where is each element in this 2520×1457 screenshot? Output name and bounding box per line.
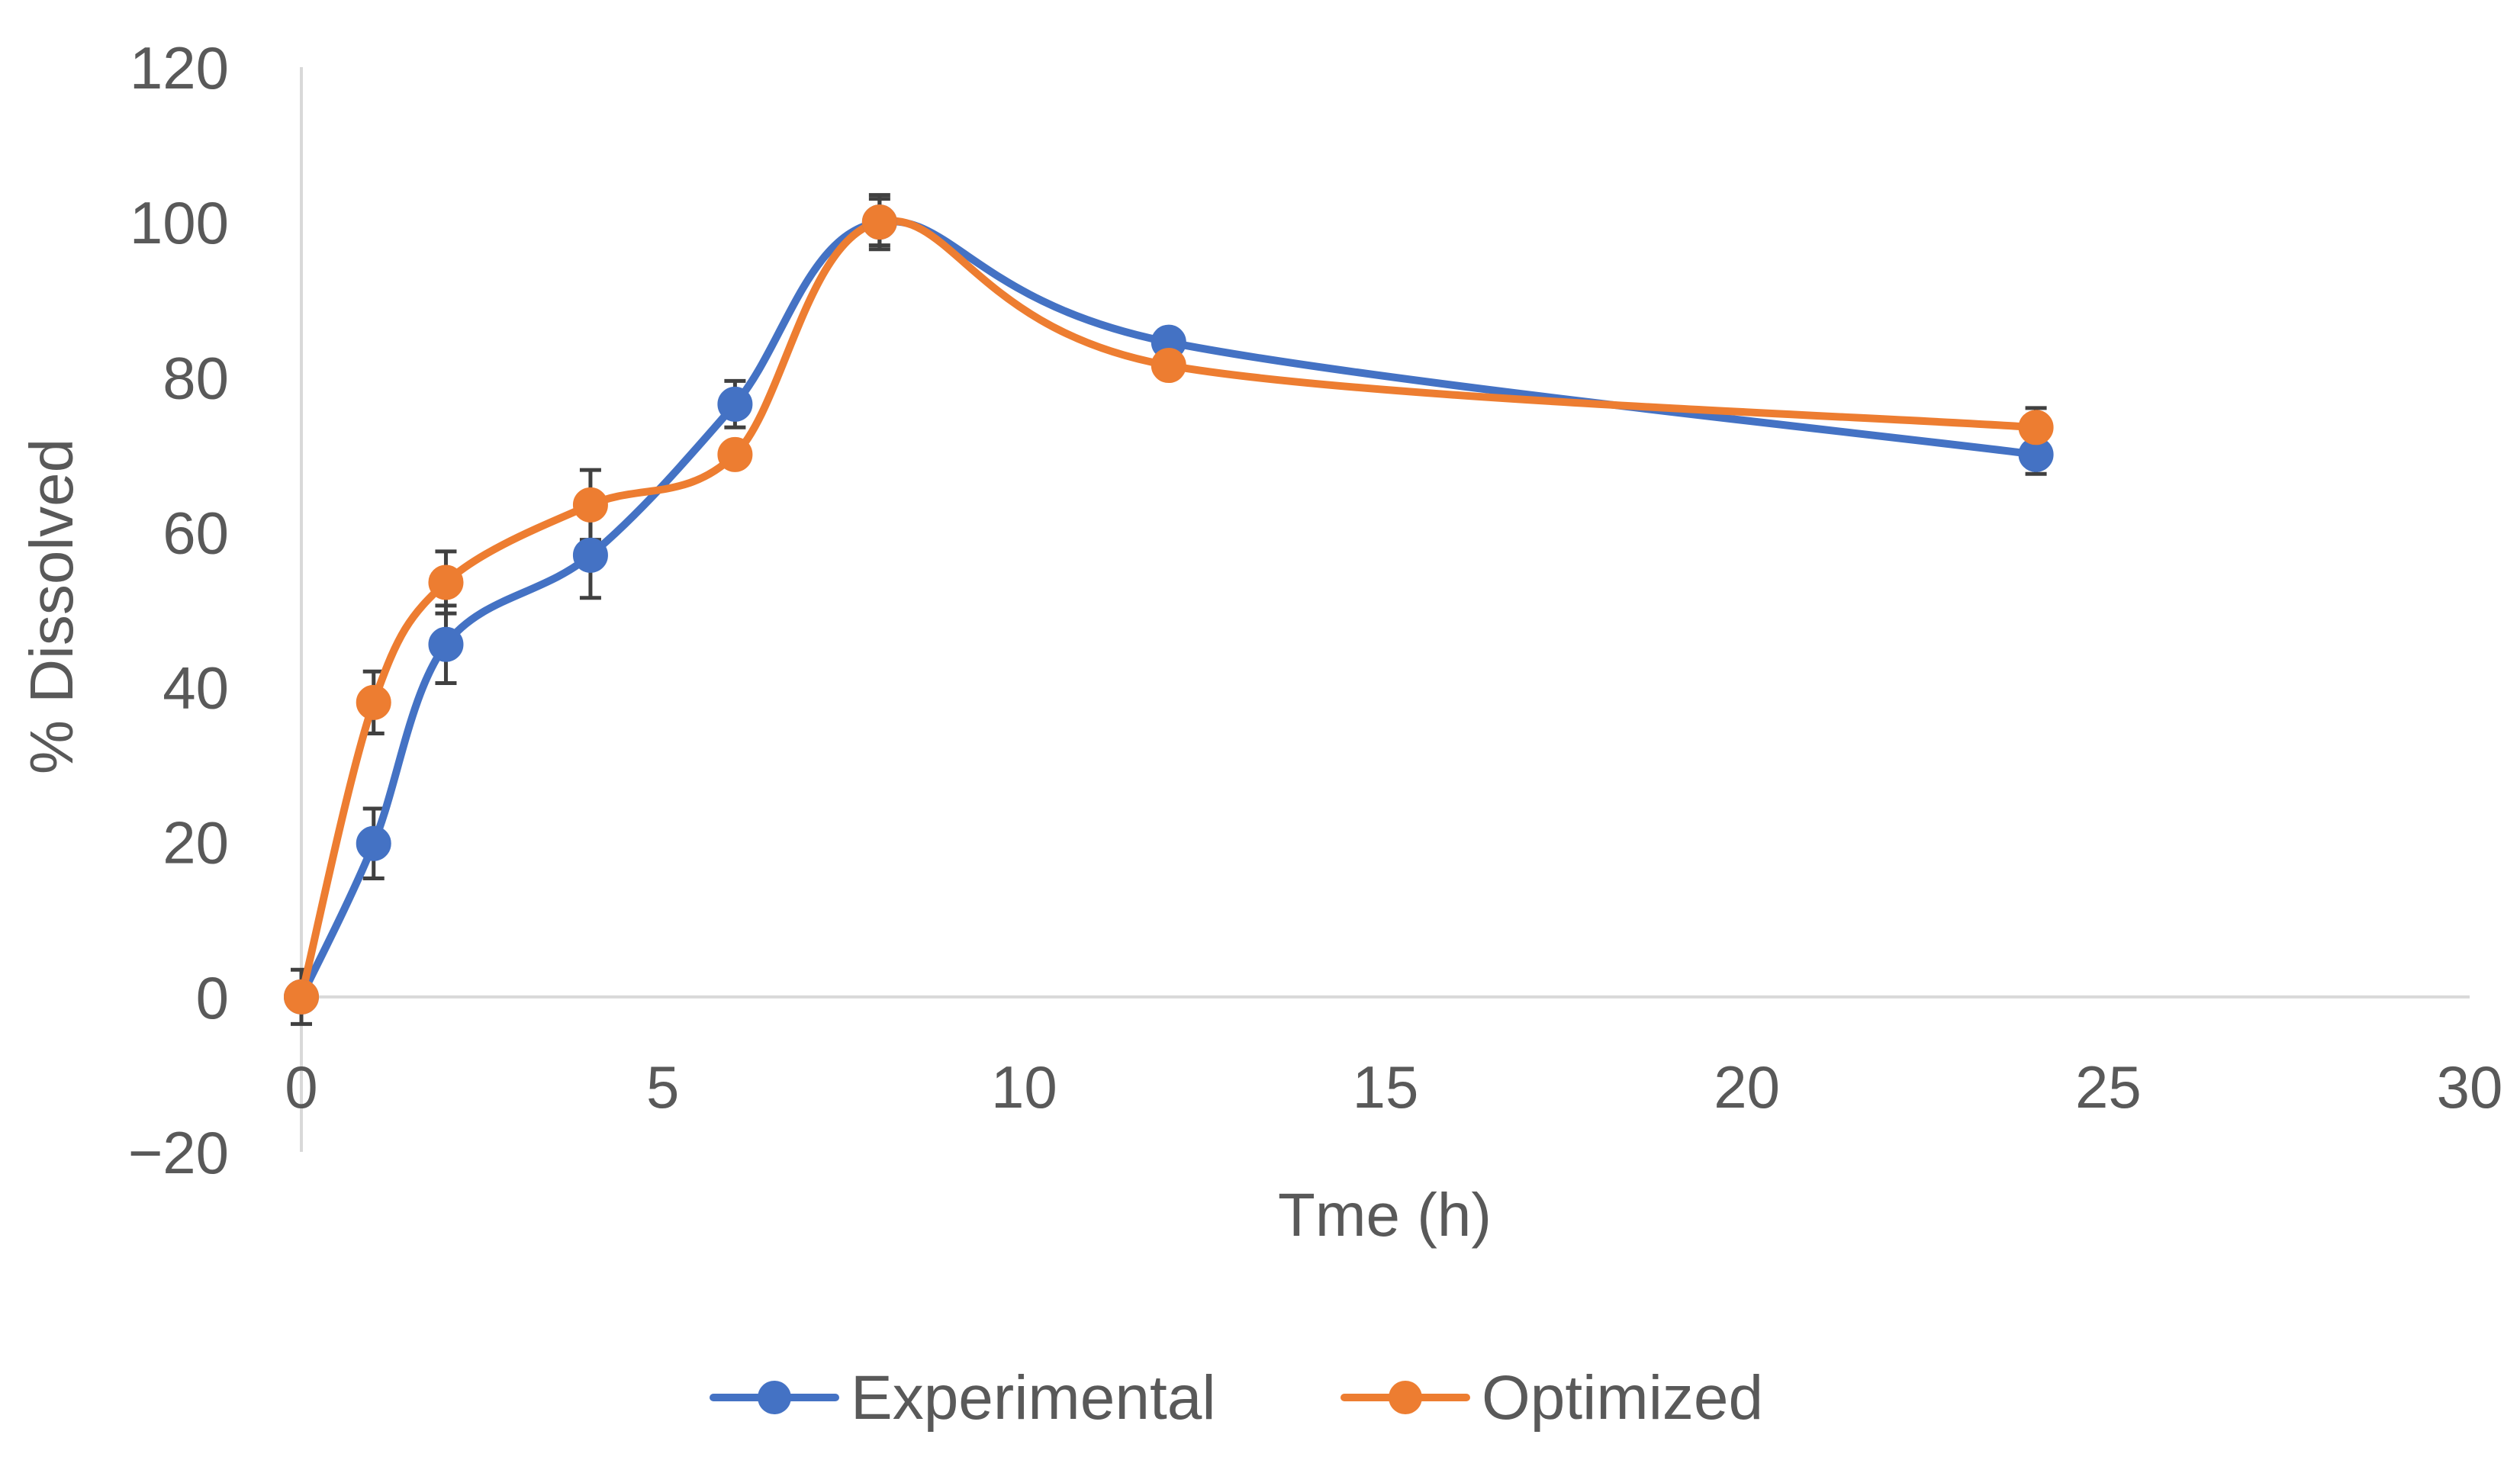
y-tick-label: 40 [163,655,229,722]
y-tick-label: 0 [196,964,229,1031]
y-tick-label: 20 [163,809,229,876]
x-tick-label: 0 [285,1053,317,1121]
data-point-optimized [1151,348,1186,384]
data-markers [284,204,2054,1015]
x-tick-label: 15 [1353,1053,1419,1121]
data-point-optimized [861,204,897,240]
y-tick-label: 120 [130,34,229,101]
data-point-optimized [356,684,391,720]
series-line-experimental [298,217,2040,1001]
y-axis-title: % Dissolved [18,439,85,774]
data-point-experimental [717,386,753,422]
series-line-optimized [298,217,2040,1001]
legend: Experimental Optimized [710,1363,1763,1433]
x-axis-title: Tme (h) [1278,1181,1492,1249]
x-tick-label: 20 [1714,1053,1780,1121]
y-tick-label: 60 [163,499,229,566]
legend-marker-optimized [1389,1381,1422,1414]
x-tick-label: 10 [991,1053,1057,1121]
legend-label-experimental: Experimental [851,1363,1216,1433]
legend-item-experimental: Experimental [710,1363,1216,1433]
data-point-optimized [2018,410,2054,445]
x-tick-label: 30 [2437,1053,2503,1121]
y-tick-label: −20 [128,1119,229,1186]
data-point-experimental [356,825,391,861]
y-tick-label: 100 [130,189,229,256]
data-point-optimized [717,436,753,472]
series-lines [298,217,2040,1001]
x-tick-label: 5 [646,1053,679,1121]
legend-item-optimized: Optimized [1340,1363,1763,1433]
tick-labels: −20 0 20 40 60 80 100 120 0 5 10 15 20 25 30 [128,34,2503,1186]
x-tick-label: 25 [2075,1053,2142,1121]
error-bars [291,193,2047,1026]
data-point-optimized [284,979,319,1015]
legend-label-optimized: Optimized [1482,1363,1763,1433]
legend-marker-experimental [758,1381,791,1414]
y-tick-label: 80 [163,344,229,411]
axes [300,67,2470,1152]
data-point-experimental [428,626,464,662]
data-point-experimental [572,537,608,573]
data-point-optimized [572,487,608,523]
data-point-optimized [428,564,464,600]
